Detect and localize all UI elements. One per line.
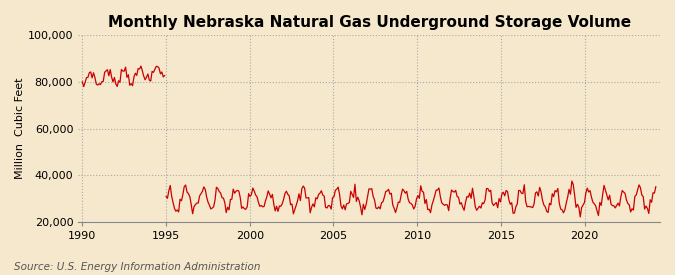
Text: Source: U.S. Energy Information Administration: Source: U.S. Energy Information Administ…	[14, 262, 260, 272]
Y-axis label: Million  Cubic Feet: Million Cubic Feet	[15, 78, 25, 179]
Title: Monthly Nebraska Natural Gas Underground Storage Volume: Monthly Nebraska Natural Gas Underground…	[107, 15, 630, 30]
